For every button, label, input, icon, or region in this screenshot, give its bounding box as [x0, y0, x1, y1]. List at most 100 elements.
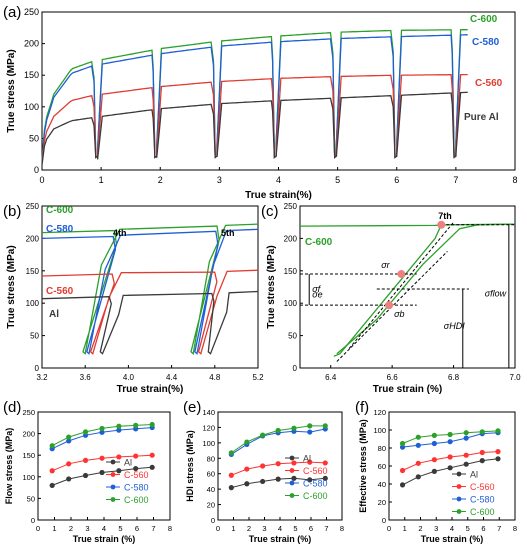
- series-line-c-600: [41, 223, 259, 355]
- y-tick-label: 80: [207, 454, 215, 463]
- x-tick-label: 3: [434, 524, 438, 533]
- x-tick-label: 2: [158, 175, 163, 185]
- data-point-c-560: [149, 452, 155, 458]
- data-point-c-560: [275, 461, 281, 467]
- data-point-c-560: [260, 463, 266, 469]
- panel-label: (f): [355, 399, 369, 416]
- marker-point: [385, 301, 394, 310]
- legend-entry-al: Al: [124, 458, 132, 468]
- x-tick-label: 6.4: [325, 373, 337, 382]
- x-tick-label: 7.0: [509, 373, 521, 382]
- y-tick-label: 100: [373, 426, 386, 435]
- y-tick-label: 40: [207, 485, 215, 494]
- legend-entry-c-580: C-580: [124, 483, 149, 493]
- x-tick-label: 3: [262, 524, 266, 533]
- unload-line: [333, 224, 442, 357]
- legend-marker: [110, 497, 116, 502]
- legend-marker: [456, 471, 462, 477]
- y-tick-label: 250: [284, 202, 298, 211]
- y-tick-label: 0: [293, 364, 298, 373]
- y-tick-label: 100: [26, 299, 40, 308]
- y-tick-label: 250: [22, 408, 35, 417]
- data-point-c-560: [133, 453, 139, 459]
- legend-entry-c-560: C-560: [124, 470, 149, 480]
- y-axis-label: True stress (MPa): [6, 49, 17, 132]
- x-tick-label: 5: [118, 524, 122, 533]
- data-point-c-560: [49, 468, 55, 474]
- y-tick-label: 200: [26, 234, 40, 243]
- tangent-dashed: [336, 251, 448, 362]
- data-point-al: [307, 477, 313, 483]
- y-tick-label: 250: [26, 202, 40, 211]
- legend-entry-al: Al: [470, 470, 478, 480]
- legend-entry-al: Al: [303, 454, 311, 464]
- data-point-c-600: [66, 434, 72, 440]
- y-tick-label: 100: [284, 299, 298, 308]
- y-axis-label: HDI stress (MPa): [185, 430, 195, 502]
- x-axis-label: True strain (%): [249, 534, 312, 544]
- y-axis-label: True stress (MPa): [6, 245, 17, 328]
- x-tick-label: 5: [335, 175, 340, 185]
- series-line-c-560: [41, 269, 259, 355]
- plot-frame: [41, 205, 259, 369]
- panel-label: (e): [183, 399, 201, 416]
- data-point-c-580: [99, 429, 105, 435]
- y-tick-label: 50: [30, 332, 39, 341]
- data-point-c-580: [116, 427, 122, 433]
- x-tick-label: 6: [481, 524, 485, 533]
- legend-entry: Al: [49, 309, 59, 320]
- x-tick-label: 6.8: [448, 373, 460, 382]
- data-point-al: [479, 458, 485, 464]
- x-tick-label: 8: [512, 175, 517, 185]
- data-point-c-600: [415, 434, 421, 440]
- legend-entry: C-580: [472, 37, 500, 48]
- data-point-c-560: [495, 449, 501, 455]
- x-tick-label: 0: [36, 524, 40, 533]
- panel-b: 3.2 3.6 4.0 4.4 4.8 5.2 0 50 100 150 200 250 True st…: [3, 202, 264, 395]
- panel-a: 0 1 2 3 4 5 6 7 8 0 50 100 150 200 250 True strain(%) Tr…: [3, 4, 518, 201]
- x-tick-label: 8: [168, 524, 172, 533]
- legend-entry-c-560: C-560: [303, 466, 328, 476]
- data-point-c-560: [479, 449, 485, 456]
- data-point-al: [447, 465, 453, 471]
- data-point-c-560: [322, 460, 328, 466]
- legend-entry-c-560: C-560: [470, 482, 495, 492]
- annotation-5th: 5th: [221, 228, 235, 238]
- legend-entry: C-560: [46, 286, 74, 297]
- data-point-c-560: [99, 455, 105, 461]
- data-point-al: [49, 482, 55, 489]
- y-axis-label: Effective stress (MPa): [358, 419, 368, 513]
- x-tick-label: 0: [387, 524, 391, 533]
- data-point-c-560: [415, 460, 421, 466]
- data-point-c-580: [399, 444, 406, 450]
- data-point-al: [116, 468, 122, 474]
- y-tick-label: 120: [202, 423, 215, 432]
- marker-point: [437, 220, 446, 229]
- data-point-al: [463, 461, 469, 467]
- x-tick-label: 4.4: [166, 373, 178, 382]
- data-point-al: [66, 476, 72, 482]
- y-tick-label: 80: [378, 444, 386, 453]
- panel-label: (d): [3, 399, 21, 416]
- data-point-c-560: [463, 452, 469, 458]
- legend-entry: Pure Al: [464, 112, 499, 123]
- data-point-c-600: [82, 429, 89, 435]
- data-point-c-600: [116, 423, 122, 429]
- panel-label: (b): [3, 203, 21, 220]
- annotation-sigma-flow: σflow: [485, 289, 507, 299]
- y-tick-label: 20: [207, 501, 215, 510]
- x-tick-label: 7: [151, 524, 155, 533]
- y-tick-label: 100: [24, 102, 39, 112]
- data-point-c-600: [228, 450, 234, 456]
- y-tick-label: 200: [284, 234, 298, 243]
- data-point-al: [399, 482, 406, 488]
- legend-marker: [110, 484, 116, 490]
- data-point-c-560: [244, 466, 250, 472]
- data-point-c-560: [82, 457, 89, 463]
- x-axis-label: True strain (%): [421, 534, 484, 544]
- data-point-al: [495, 456, 501, 462]
- legend-entry-c-580: C-580: [470, 495, 495, 505]
- y-tick-label: 0: [382, 516, 386, 525]
